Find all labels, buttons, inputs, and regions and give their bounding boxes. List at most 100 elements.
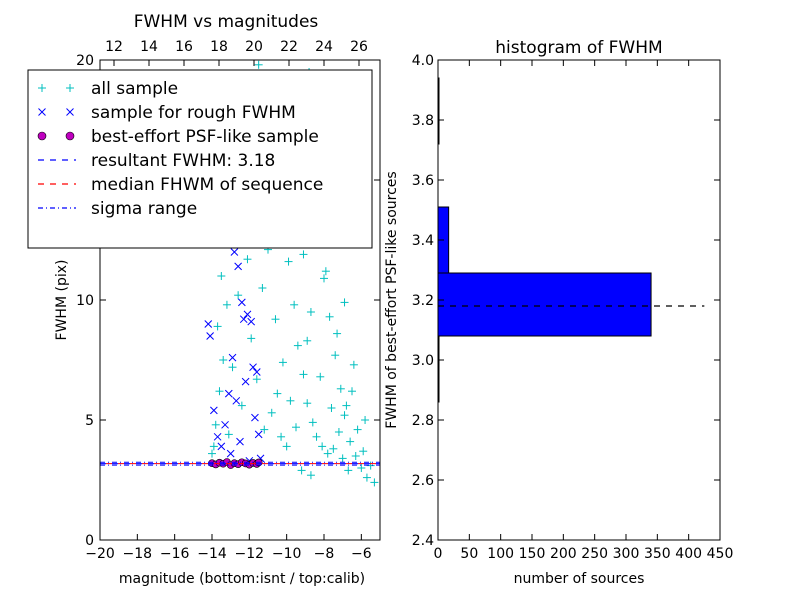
all-sample-point (303, 336, 312, 345)
all-sample-point (338, 454, 347, 463)
top-x-ticks: 12 14 16 18 20 22 24 26 (105, 39, 368, 66)
all-sample-point (293, 341, 302, 350)
top-x-tick-label: 24 (315, 39, 333, 55)
histogram-x-tick-label: 150 (519, 546, 546, 562)
all-sample-point (348, 387, 356, 396)
rough-fwhm-point (234, 262, 242, 271)
all-sample-point (306, 471, 315, 480)
all-sample-point (333, 329, 342, 338)
all-sample-point (344, 466, 353, 475)
all-sample-point (209, 442, 218, 451)
all-sample-point (224, 430, 233, 439)
legend-label: median FHWM of sequence (91, 175, 323, 195)
histogram-x-tick-label: 200 (550, 546, 577, 562)
all-sample-point (292, 423, 300, 432)
top-x-tick-label: 26 (350, 39, 368, 55)
rough-fwhm-point (217, 442, 226, 451)
all-sample-point (247, 334, 256, 343)
legend-entry: resultant FWHM: 3.18 (38, 151, 275, 171)
legend-label: all sample (91, 79, 178, 99)
all-sample-point (334, 428, 343, 436)
all-sample-point (277, 432, 286, 441)
all-sample-point (362, 473, 371, 482)
all-sample-point (211, 420, 220, 429)
rough-fwhm-point (232, 396, 241, 405)
bottom-x-tick-label: −14 (197, 546, 227, 562)
rough-fwhm-point (251, 413, 259, 422)
legend-entry: median FHWM of sequence (38, 175, 323, 195)
legend-entry: best-effort PSF-like sample (37, 127, 319, 147)
all-sample-point (349, 360, 358, 369)
bottom-x-tick-label: −12 (235, 546, 265, 562)
all-sample-point (299, 250, 308, 259)
rough-fwhm-point (252, 368, 261, 376)
legend-entry: all sample (38, 79, 178, 99)
all-sample-point (299, 370, 308, 379)
histogram-x-tick-label: 350 (644, 546, 671, 562)
bottom-x-tick-label: −8 (314, 546, 335, 562)
all-sample-point (346, 437, 355, 446)
all-sample-point (303, 399, 312, 408)
all-sample-point (359, 447, 368, 456)
all-sample-point (306, 308, 315, 316)
all-sample-point (237, 401, 246, 410)
legend-label: best-effort PSF-like sample (91, 127, 319, 147)
all-sample-point (357, 464, 366, 472)
bottom-x-tick-label: −6 (351, 546, 372, 562)
left-y-tick-label: 0 (85, 533, 94, 549)
rough-fwhm-point (236, 437, 244, 446)
histogram-y-tick-label: 3.2 (412, 293, 434, 309)
left-y-ticks: 0 5 10 20 (76, 53, 380, 549)
legend-label: sigma range (91, 199, 197, 219)
left-y-axis-label: FWHM (pix) (54, 260, 70, 341)
all-sample-point (325, 312, 334, 321)
histogram-y-tick-label: 3.8 (412, 113, 434, 129)
rough-fwhm-point (230, 248, 239, 256)
histogram-y-tick-label: 3.6 (412, 173, 434, 189)
all-sample-point (286, 396, 295, 405)
all-sample-point (297, 466, 306, 475)
bottom-x-tick-label: −10 (272, 546, 302, 562)
rough-fwhm-point (247, 317, 256, 326)
all-sample-point (213, 322, 222, 331)
all-sample-point (222, 300, 231, 309)
all-sample-point (215, 387, 224, 396)
all-sample-point (370, 478, 379, 487)
right-chart-title: histogram of FWHM (495, 38, 662, 58)
all-sample-point (321, 267, 330, 276)
all-sample-point (318, 442, 327, 451)
rough-fwhm-point (238, 298, 246, 307)
legend: all sample sample for rough FWHM best-effo… (27, 69, 373, 249)
histogram-x-tick-label: 50 (460, 546, 478, 562)
rough-fwhm-point (204, 320, 213, 328)
all-sample-point (342, 401, 351, 410)
all-sample-point (316, 372, 325, 381)
top-x-tick-label: 18 (210, 39, 228, 55)
histogram-y-tick-label: 3.0 (412, 353, 434, 369)
bottom-x-tick-label: −20 (85, 546, 115, 562)
rough-fwhm-point (226, 449, 235, 458)
all-sample-point (267, 408, 276, 417)
all-sample-point (208, 449, 216, 458)
all-sample-point (308, 418, 317, 427)
fwhm-vs-magnitude-panel: −20 −18 −16 −14 −12 −10 −8 −6 12 14 16 18 20 22 24 26 … (27, 12, 381, 587)
all-sample-point (340, 298, 349, 307)
histogram-y-ticks: 2.4 2.6 2.8 3.0 3.2 3.4 3.6 3.8 4.0 (412, 53, 720, 549)
all-sample-point (336, 384, 345, 393)
all-sample-point (271, 315, 280, 324)
all-sample-point (282, 442, 291, 451)
left-chart-title: FWHM vs magnitudes (134, 12, 319, 32)
fwhm-histogram-panel: 0 50 100 150 200 250 300 350 400 450 2.42.62.83.0… (384, 38, 733, 587)
all-sample-point (329, 444, 338, 453)
bottom-x-ticks: −20 −18 −16 −14 −12 −10 −8 −6 (85, 534, 372, 562)
all-sample-point (312, 432, 321, 441)
rough-fwhm-point (241, 377, 250, 386)
right-x-axis-label: number of sources (514, 571, 645, 587)
histogram-y-tick-label: 3.4 (412, 233, 434, 249)
all-sample-point (258, 284, 267, 292)
histogram-x-ticks: 0 50 100 150 200 250 300 350 400 450 (434, 60, 733, 562)
all-sample-point (273, 389, 282, 398)
all-sample-point (260, 425, 269, 434)
all-sample-point (327, 404, 336, 412)
